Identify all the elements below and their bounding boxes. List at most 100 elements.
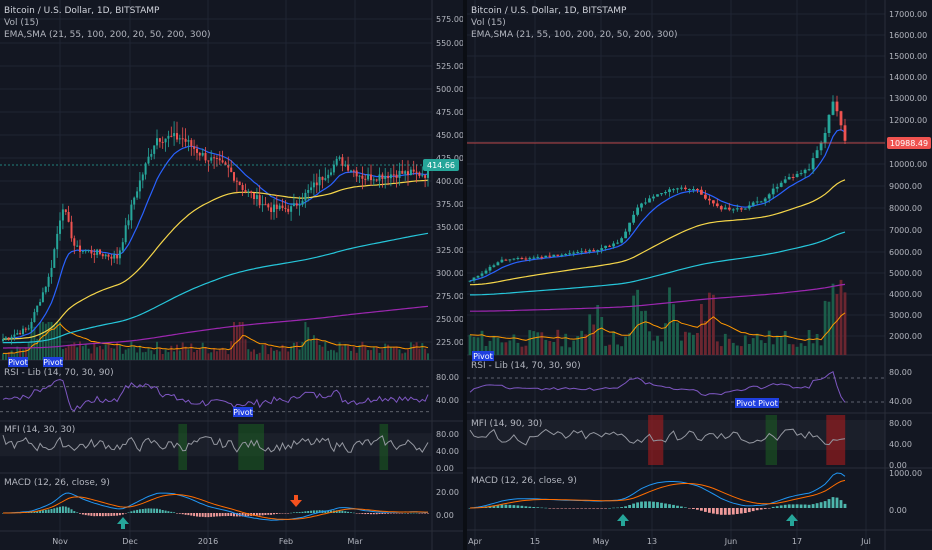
l-candle-body bbox=[295, 203, 298, 206]
l-candle-body bbox=[99, 249, 101, 255]
l-candle-body bbox=[67, 212, 70, 222]
l-macd-histogram-bar bbox=[401, 513, 404, 514]
l-volume-bar bbox=[50, 322, 53, 360]
right-price-badge-bg bbox=[887, 137, 931, 149]
l-macd-histogram-bar bbox=[144, 508, 147, 513]
l-candle-body bbox=[350, 170, 352, 172]
l-volume-bar bbox=[24, 347, 27, 360]
r-volume-bar bbox=[676, 322, 679, 355]
l-candle-body bbox=[170, 135, 173, 137]
l-volume-bar bbox=[327, 350, 330, 360]
panel-divider[interactable] bbox=[463, 0, 467, 550]
left-vol-legend[interactable]: Vol (15) bbox=[4, 18, 39, 28]
l-macd-histogram-bar bbox=[124, 513, 127, 514]
l-macd-histogram-bar bbox=[418, 513, 421, 514]
l-macd-histogram-bar bbox=[207, 513, 210, 518]
l-volume-bar bbox=[181, 342, 184, 360]
left-chart[interactable]: 575.00 550.00 525.00 500.00 475.00 450.00 425.… bbox=[0, 0, 463, 550]
right-chart[interactable]: 17000.00 16000.00 15000.00 14000.00 13000.00… bbox=[467, 0, 932, 550]
l-candle-body bbox=[84, 250, 87, 252]
l-macd-histogram-bar bbox=[310, 510, 313, 513]
r-candle-body bbox=[739, 208, 743, 210]
r-candle-body bbox=[648, 198, 651, 203]
right-grid bbox=[467, 0, 932, 550]
left-rsi-label[interactable]: RSI - Lib (14, 70, 30, 90) bbox=[4, 368, 114, 378]
r-volume-bar bbox=[612, 331, 615, 355]
left-time-axis[interactable]: Nov Dec 2016 Feb Mar bbox=[52, 537, 363, 546]
r-candle-body bbox=[668, 189, 671, 192]
right-rsi-label[interactable]: RSI - Lib (14, 70, 30, 90) bbox=[471, 361, 581, 371]
l-macd-histogram-bar bbox=[176, 513, 178, 514]
left-macd-label[interactable]: MACD (12, 26, close, 9) bbox=[4, 478, 110, 488]
l-volume-bar bbox=[201, 342, 204, 360]
right-bg bbox=[467, 0, 932, 550]
l-candle-body bbox=[81, 250, 84, 252]
l-volume-bar bbox=[398, 349, 401, 360]
r-candle-body bbox=[676, 188, 679, 190]
right-ma-legend[interactable]: EMA,SMA (21, 55, 100, 200, 20, 50, 200, … bbox=[471, 30, 678, 40]
left-sub-axis: 80.00 40.00 80.00 40.00 0.00 20.00 0.00 bbox=[436, 373, 459, 520]
l-candle-body bbox=[321, 176, 324, 180]
right-pivot-3: Pivot bbox=[758, 399, 778, 408]
l-macd-histogram-bar bbox=[64, 506, 67, 513]
l-candle-body bbox=[138, 180, 141, 192]
l-macd-histogram-bar bbox=[133, 510, 136, 513]
l-volume-bar bbox=[93, 341, 96, 360]
l-candle-body bbox=[407, 171, 409, 175]
l-candle-body bbox=[19, 333, 22, 335]
left-mfi-label[interactable]: MFI (14, 30, 30) bbox=[4, 425, 75, 435]
r-candle-body bbox=[652, 196, 655, 199]
l-candle-body bbox=[227, 165, 230, 168]
l-volume-bar bbox=[318, 344, 321, 360]
l-candle-body bbox=[404, 171, 407, 174]
r-macd-histogram-bar bbox=[636, 502, 639, 508]
l-volume-bar bbox=[184, 346, 187, 360]
l-candle-body bbox=[412, 169, 415, 172]
r-price-tick-label: 8000.00 bbox=[889, 204, 922, 213]
r-candle-body bbox=[624, 231, 627, 239]
r-volume-bar bbox=[815, 334, 819, 355]
l-volume-bar bbox=[84, 343, 87, 360]
l-volume-bar bbox=[270, 347, 273, 360]
l-candle-body bbox=[233, 172, 235, 181]
l-candle-body bbox=[330, 172, 332, 175]
l-volume-bar bbox=[158, 347, 161, 360]
r-volume-bar bbox=[652, 340, 655, 355]
l-candle-body bbox=[30, 322, 33, 329]
l-volume-bar bbox=[27, 342, 30, 360]
right-mfi-label[interactable]: MFI (14, 90, 30) bbox=[471, 419, 542, 429]
l-volume-bar bbox=[247, 349, 250, 360]
l-volume-bar bbox=[335, 352, 338, 360]
right-macd-label[interactable]: MACD (12, 26, close, 9) bbox=[471, 476, 577, 486]
l-volume-bar bbox=[332, 350, 335, 360]
l-volume-bar bbox=[233, 322, 235, 360]
l-price-tick-label: 275.00 bbox=[436, 292, 463, 301]
right-volume-bars bbox=[468, 279, 847, 355]
left-price-axis[interactable]: 575.00 550.00 525.00 500.00 475.00 450.00 425.… bbox=[436, 15, 463, 347]
l-volume-bar bbox=[156, 341, 158, 360]
left-pivot-1: Pivot bbox=[8, 358, 28, 367]
l-macd-histogram-bar bbox=[424, 513, 427, 514]
l-volume-bar bbox=[110, 347, 113, 360]
left-ma-legend[interactable]: EMA,SMA (21, 55, 100, 200, 20, 50, 200, … bbox=[4, 30, 211, 40]
l-macd-histogram-bar bbox=[350, 512, 352, 513]
l-price-tick-label: 300.00 bbox=[436, 269, 463, 278]
r-time-tick-label: 17 bbox=[792, 537, 802, 546]
l-volume-bar bbox=[344, 344, 347, 360]
l-candle-body bbox=[258, 195, 261, 206]
right-time-axis[interactable]: Apr 15 May 13 Jun 17 Jul bbox=[468, 537, 871, 546]
r-macd-line bbox=[469, 472, 846, 509]
r-macd-histogram-bar bbox=[688, 508, 691, 509]
r-candle-body bbox=[680, 187, 683, 189]
right-vol-legend[interactable]: Vol (15) bbox=[471, 18, 506, 28]
l-candle-body bbox=[347, 164, 350, 171]
r-volume-bar bbox=[608, 344, 611, 355]
r-volume-bar bbox=[819, 345, 823, 355]
l-signal-line bbox=[3, 494, 428, 520]
r-macd-histogram-bar bbox=[700, 508, 703, 511]
l-candle-body bbox=[153, 145, 156, 154]
l-macd-histogram-bar bbox=[96, 513, 99, 517]
l-macd-histogram-bar bbox=[304, 511, 307, 513]
l-mfi-highlight-2 bbox=[379, 424, 389, 470]
right-title: Bitcoin / U.S. Dollar, 1D, BITSTAMP bbox=[471, 6, 627, 16]
